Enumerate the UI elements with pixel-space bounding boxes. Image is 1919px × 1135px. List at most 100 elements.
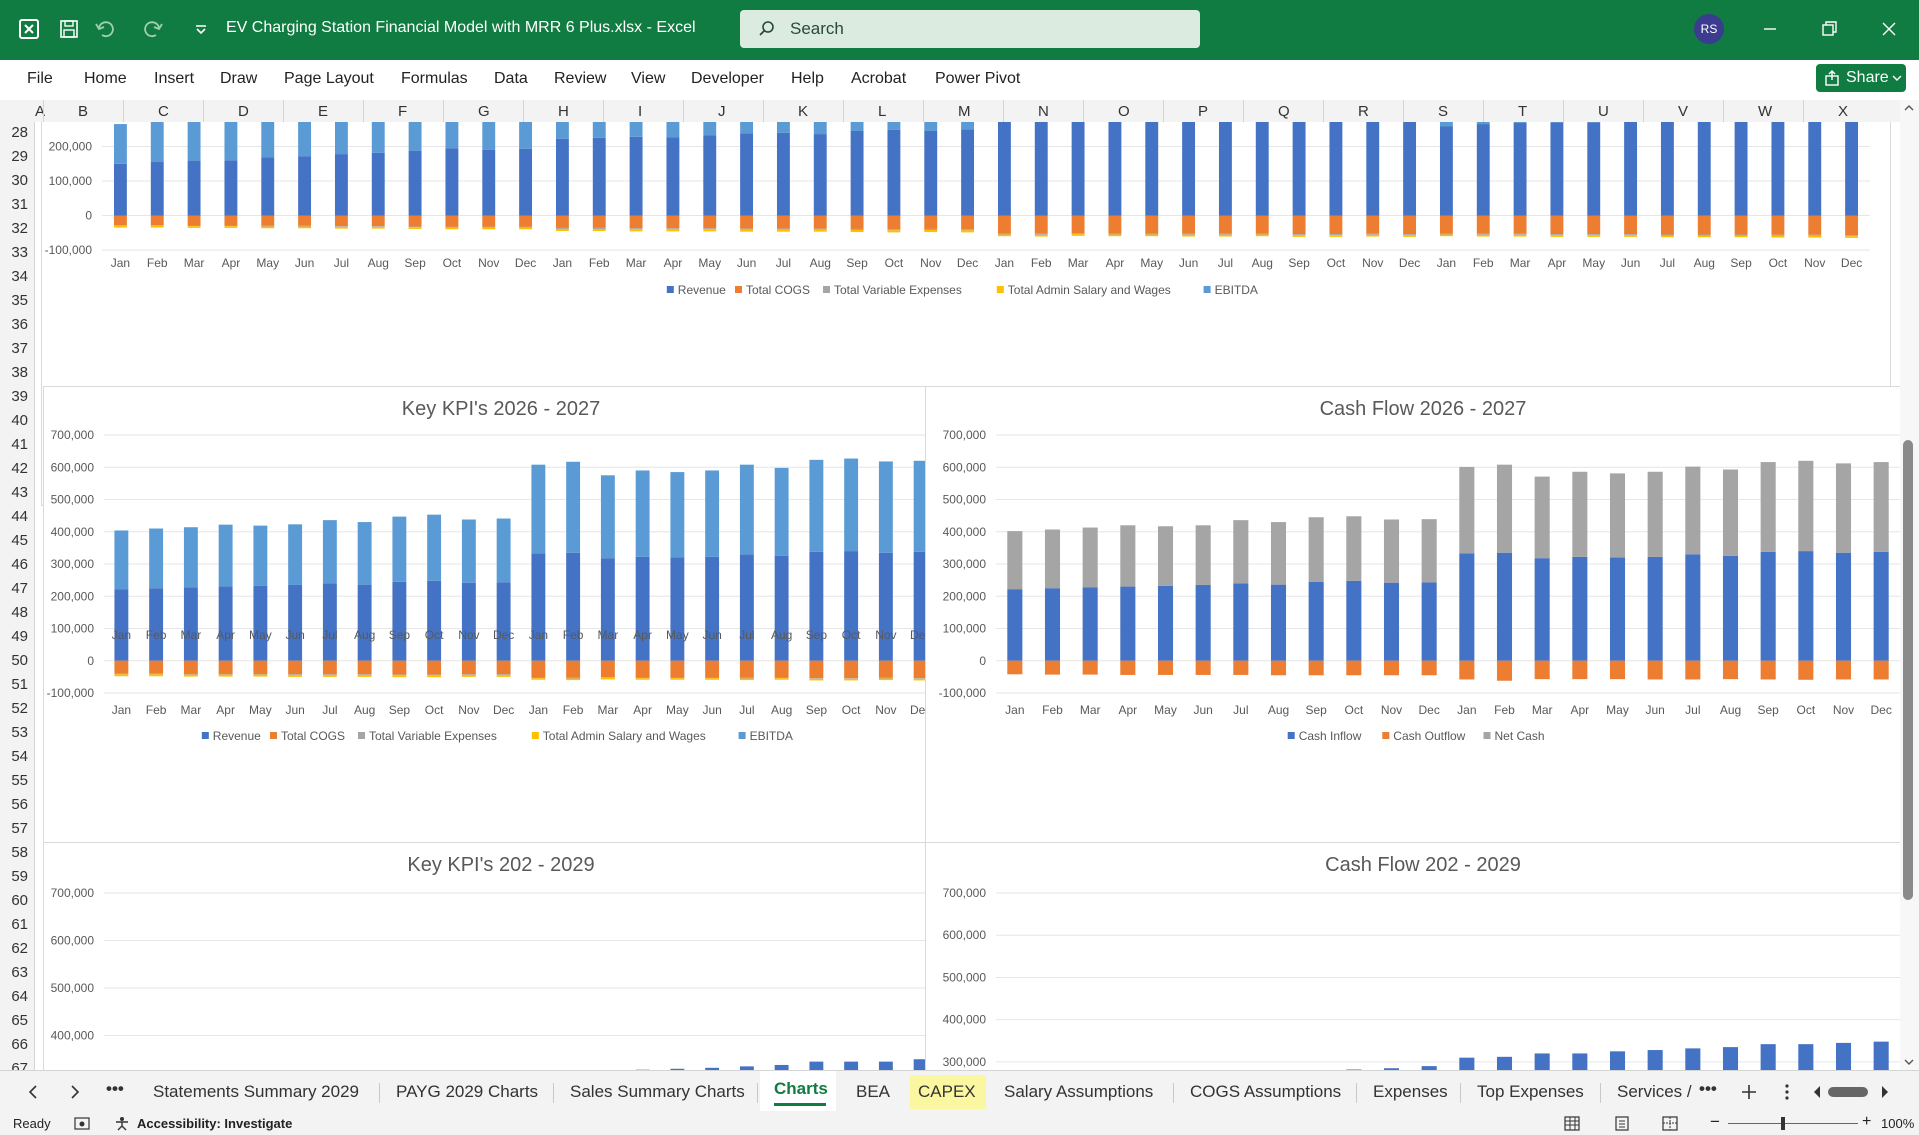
- column-header-l[interactable]: L: [878, 103, 887, 120]
- row-header-28[interactable]: 28: [11, 124, 28, 141]
- avatar[interactable]: RS: [1694, 14, 1724, 44]
- row-header-33[interactable]: 33: [11, 244, 28, 261]
- scroll-down-icon[interactable]: [1904, 1058, 1914, 1066]
- column-header-e[interactable]: E: [318, 103, 329, 120]
- menu-developer[interactable]: Developer: [691, 70, 764, 87]
- column-header-c[interactable]: C: [158, 103, 169, 120]
- row-header-32[interactable]: 32: [11, 220, 28, 237]
- row-header-40[interactable]: 40: [11, 412, 28, 429]
- row-header-46[interactable]: 46: [11, 556, 28, 573]
- column-header-u[interactable]: U: [1598, 103, 1609, 120]
- row-header-31[interactable]: 31: [11, 196, 28, 213]
- row-header-43[interactable]: 43: [11, 484, 28, 501]
- menu-power-pivot[interactable]: Power Pivot: [935, 70, 1021, 87]
- row-header-62[interactable]: 62: [11, 940, 28, 957]
- row-header-42[interactable]: 42: [11, 460, 28, 477]
- row-header-54[interactable]: 54: [11, 748, 28, 765]
- page-layout-view-icon[interactable]: [1614, 1116, 1630, 1131]
- status-accessibility[interactable]: Accessibility: Investigate: [137, 1116, 293, 1131]
- menu-data[interactable]: Data: [494, 70, 528, 87]
- row-header-55[interactable]: 55: [11, 772, 28, 789]
- row-header-37[interactable]: 37: [11, 340, 28, 357]
- column-header-t[interactable]: T: [1518, 103, 1528, 120]
- row-header-49[interactable]: 49: [11, 628, 28, 645]
- undo-icon[interactable]: [94, 18, 116, 40]
- row-header-35[interactable]: 35: [11, 292, 28, 309]
- column-header-s[interactable]: S: [1438, 103, 1449, 120]
- add-sheet-icon[interactable]: [1740, 1083, 1758, 1101]
- tab-sales-summary-charts[interactable]: Sales Summary Charts: [570, 1082, 745, 1101]
- menu-review[interactable]: Review: [554, 70, 607, 87]
- column-header-a[interactable]: A: [35, 103, 46, 120]
- row-header-41[interactable]: 41: [11, 436, 28, 453]
- tab-cogs-assumptions[interactable]: COGS Assumptions: [1190, 1082, 1342, 1101]
- column-header-r[interactable]: R: [1358, 103, 1369, 120]
- tab-bea[interactable]: BEA: [856, 1082, 891, 1101]
- row-header-58[interactable]: 58: [11, 844, 28, 861]
- column-header-x[interactable]: X: [1838, 103, 1849, 120]
- tab-payg-2029-charts[interactable]: PAYG 2029 Charts: [396, 1082, 539, 1101]
- row-header-65[interactable]: 65: [11, 1012, 28, 1029]
- menu-page-layout[interactable]: Page Layout: [284, 70, 374, 87]
- hscroll-right-icon[interactable]: [1880, 1085, 1890, 1099]
- tab-salary-assumptions[interactable]: Salary Assumptions: [1004, 1082, 1154, 1101]
- tab-capex[interactable]: CAPEX: [918, 1082, 976, 1101]
- row-header-38[interactable]: 38: [11, 364, 28, 381]
- next-sheet-icon[interactable]: [70, 1085, 80, 1099]
- row-header-64[interactable]: 64: [11, 988, 28, 1005]
- column-header-w[interactable]: W: [1758, 103, 1773, 120]
- tab-services[interactable]: Services /: [1617, 1082, 1692, 1101]
- menu-view[interactable]: View: [631, 70, 666, 87]
- zoom-slider-thumb[interactable]: [1781, 1117, 1785, 1130]
- row-header-52[interactable]: 52: [11, 700, 28, 717]
- redo-icon[interactable]: [142, 18, 164, 40]
- column-header-v[interactable]: V: [1678, 103, 1689, 120]
- row-header-34[interactable]: 34: [11, 268, 28, 285]
- column-header-p[interactable]: P: [1198, 103, 1209, 120]
- menu-draw[interactable]: Draw: [220, 70, 258, 87]
- normal-view-icon[interactable]: [1564, 1116, 1580, 1131]
- zoom-slider[interactable]: [1728, 1123, 1858, 1124]
- zoom-level[interactable]: 100%: [1881, 1116, 1915, 1131]
- menu-home[interactable]: Home: [84, 70, 127, 87]
- column-header-f[interactable]: F: [398, 103, 408, 120]
- row-header-59[interactable]: 59: [11, 868, 28, 885]
- row-header-67[interactable]: 67: [11, 1060, 28, 1070]
- row-header-29[interactable]: 29: [11, 148, 28, 165]
- row-header-57[interactable]: 57: [11, 820, 28, 837]
- row-header-53[interactable]: 53: [11, 724, 28, 741]
- column-header-b[interactable]: B: [78, 103, 89, 120]
- row-header-61[interactable]: 61: [11, 916, 28, 933]
- row-header-47[interactable]: 47: [11, 580, 28, 597]
- column-header-d[interactable]: D: [238, 103, 249, 120]
- menu-formulas[interactable]: Formulas: [401, 70, 468, 87]
- row-header-56[interactable]: 56: [11, 796, 28, 813]
- close-icon[interactable]: [1877, 17, 1901, 41]
- minimize-icon[interactable]: [1758, 17, 1782, 41]
- chart-cash-flow-2026-2027[interactable]: Cash Flow 2026 - 2027 700,000 600,000 500,0…: [925, 386, 1900, 843]
- row-header-63[interactable]: 63: [11, 964, 28, 981]
- column-header-n[interactable]: N: [1038, 103, 1049, 120]
- sheet-options-icon[interactable]: [1784, 1083, 1790, 1101]
- column-header-m[interactable]: M: [958, 103, 971, 120]
- hscroll-left-icon[interactable]: [1812, 1085, 1822, 1099]
- prev-sheet-icon[interactable]: [28, 1085, 38, 1099]
- column-header-k[interactable]: K: [798, 103, 809, 120]
- more-sheets-icon[interactable]: •••: [106, 1079, 124, 1098]
- chart-cash-flow-202-2029[interactable]: Cash Flow 202 - 2029 700,000 600,000 500,00…: [925, 842, 1900, 1070]
- row-header-45[interactable]: 45: [11, 532, 28, 549]
- menu-file[interactable]: File: [27, 70, 53, 87]
- vertical-scroll-thumb[interactable]: [1903, 440, 1913, 900]
- row-header-44[interactable]: 44: [11, 508, 28, 525]
- column-header-o[interactable]: O: [1118, 103, 1130, 120]
- worksheet-grid[interactable]: 300,000 200,000 100,000 0 -100,000 Jan Feb Mar A…: [35, 122, 1900, 1070]
- row-header-48[interactable]: 48: [11, 604, 28, 621]
- row-header-39[interactable]: 39: [11, 388, 28, 405]
- column-header-q[interactable]: Q: [1278, 103, 1290, 120]
- save-icon[interactable]: [58, 18, 80, 40]
- page-break-view-icon[interactable]: [1662, 1116, 1678, 1131]
- row-header-60[interactable]: 60: [11, 892, 28, 909]
- column-header-g[interactable]: G: [478, 103, 490, 120]
- search-box[interactable]: Search: [740, 10, 1200, 48]
- tab-top-expenses[interactable]: Top Expenses: [1477, 1082, 1584, 1101]
